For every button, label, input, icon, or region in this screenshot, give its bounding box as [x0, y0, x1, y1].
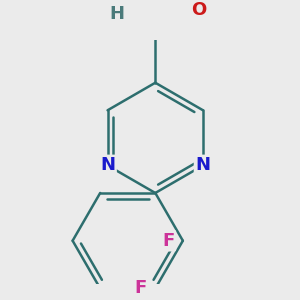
Text: F: F — [162, 232, 174, 250]
Text: N: N — [196, 156, 211, 174]
Text: N: N — [100, 156, 115, 174]
Text: F: F — [135, 279, 147, 297]
Text: O: O — [191, 1, 207, 19]
Text: H: H — [109, 5, 124, 23]
